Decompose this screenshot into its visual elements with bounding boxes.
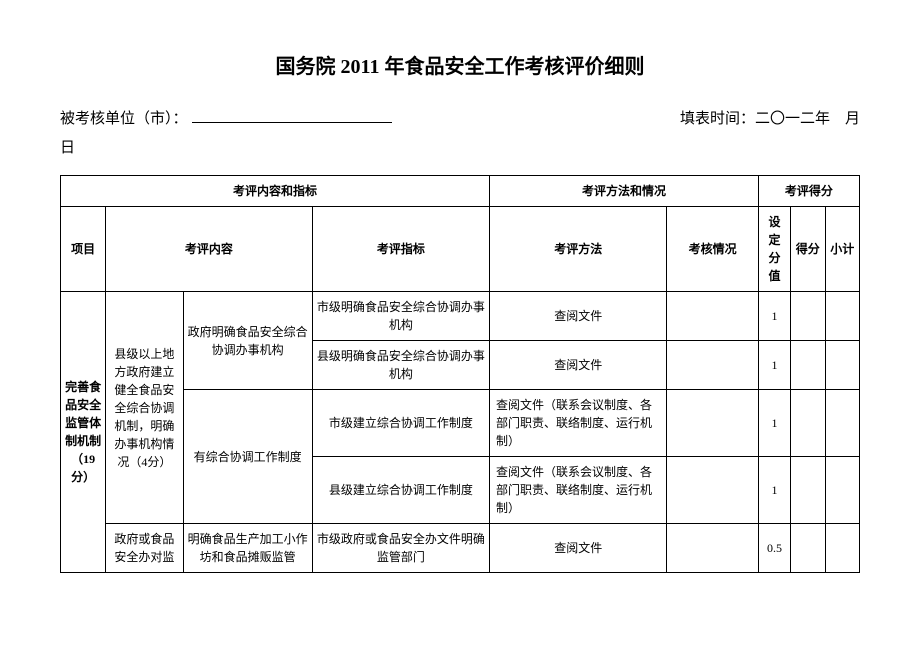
setval-cell: 1: [758, 457, 790, 524]
method-cell: 查阅文件（联系会议制度、各部门职责、联络制度、运行机制）: [490, 390, 667, 457]
table-row: 完善食品安全监管体制机制（19分） 县级以上地方政府建立健全食品安全综合协调机制…: [61, 292, 860, 341]
score-cell: [791, 292, 825, 341]
setval-cell: 0.5: [758, 524, 790, 573]
setval-cell: 1: [758, 390, 790, 457]
indicator-cell: 县级明确食品安全综合协调办事机构: [312, 341, 489, 390]
fill-time-label: 填表时间：二〇一二年 月: [680, 107, 860, 128]
th-eval-content: 考评内容: [106, 207, 312, 292]
th-assess-status: 考核情况: [667, 207, 758, 292]
th-eval-indicator: 考评指标: [312, 207, 489, 292]
th-score: 得分: [791, 207, 825, 292]
score-cell: [791, 524, 825, 573]
unit-label: 被考核单位（市）：: [60, 107, 188, 128]
status-cell: [667, 457, 758, 524]
th-eval-method: 考评方法: [490, 207, 667, 292]
content1-cell: 县级以上地方政府建立健全食品安全综合协调机制，明确办事机构情况（4分）: [106, 292, 183, 524]
method-cell: 查阅文件: [490, 292, 667, 341]
page-title: 国务院 2011 年食品安全工作考核评价细则: [60, 50, 860, 79]
score-cell: [791, 457, 825, 524]
th-eval-method-status: 考评方法和情况: [490, 176, 759, 207]
score-cell: [791, 390, 825, 457]
subtotal-cell: [825, 341, 859, 390]
setval-cell: 1: [758, 292, 790, 341]
status-cell: [667, 292, 758, 341]
method-cell: 查阅文件（联系会议制度、各部门职责、联络制度、运行机制）: [490, 457, 667, 524]
meta-row: 被考核单位（市）： 填表时间：二〇一二年 月: [60, 107, 860, 128]
th-eval-content-indicator: 考评内容和指标: [61, 176, 490, 207]
table-row: 政府或食品安全办对监 明确食品生产加工小作坊和食品摊贩监管 市级政府或食品安全办…: [61, 524, 860, 573]
subtotal-cell: [825, 524, 859, 573]
content2-cell: 明确食品生产加工小作坊和食品摊贩监管: [183, 524, 312, 573]
content2-cell: 有综合协调工作制度: [183, 390, 312, 524]
indicator-cell: 市级明确食品安全综合协调办事机构: [312, 292, 489, 341]
project-cell: 完善食品安全监管体制机制（19分）: [61, 292, 106, 573]
subtotal-cell: [825, 457, 859, 524]
header-row-1: 考评内容和指标 考评方法和情况 考评得分: [61, 176, 860, 207]
score-cell: [791, 341, 825, 390]
setval-cell: 1: [758, 341, 790, 390]
content2-cell: 政府明确食品安全综合协调办事机构: [183, 292, 312, 390]
subtotal-cell: [825, 292, 859, 341]
status-cell: [667, 524, 758, 573]
day-label: 日: [60, 136, 860, 157]
header-row-2: 项目 考评内容 考评指标 考评方法 考核情况 设定分值 得分 小计: [61, 207, 860, 292]
method-cell: 查阅文件: [490, 341, 667, 390]
indicator-cell: 县级建立综合协调工作制度: [312, 457, 489, 524]
status-cell: [667, 341, 758, 390]
unit-label-wrap: 被考核单位（市）：: [60, 107, 392, 128]
unit-underline: [192, 108, 392, 123]
th-eval-score: 考评得分: [758, 176, 859, 207]
th-set-value: 设定分值: [758, 207, 790, 292]
indicator-cell: 市级政府或食品安全办文件明确监管部门: [312, 524, 489, 573]
th-project: 项目: [61, 207, 106, 292]
subtotal-cell: [825, 390, 859, 457]
status-cell: [667, 390, 758, 457]
th-subtotal: 小计: [825, 207, 859, 292]
method-cell: 查阅文件: [490, 524, 667, 573]
indicator-cell: 市级建立综合协调工作制度: [312, 390, 489, 457]
content1-cell: 政府或食品安全办对监: [106, 524, 183, 573]
evaluation-table: 考评内容和指标 考评方法和情况 考评得分 项目 考评内容 考评指标 考评方法 考…: [60, 175, 860, 573]
